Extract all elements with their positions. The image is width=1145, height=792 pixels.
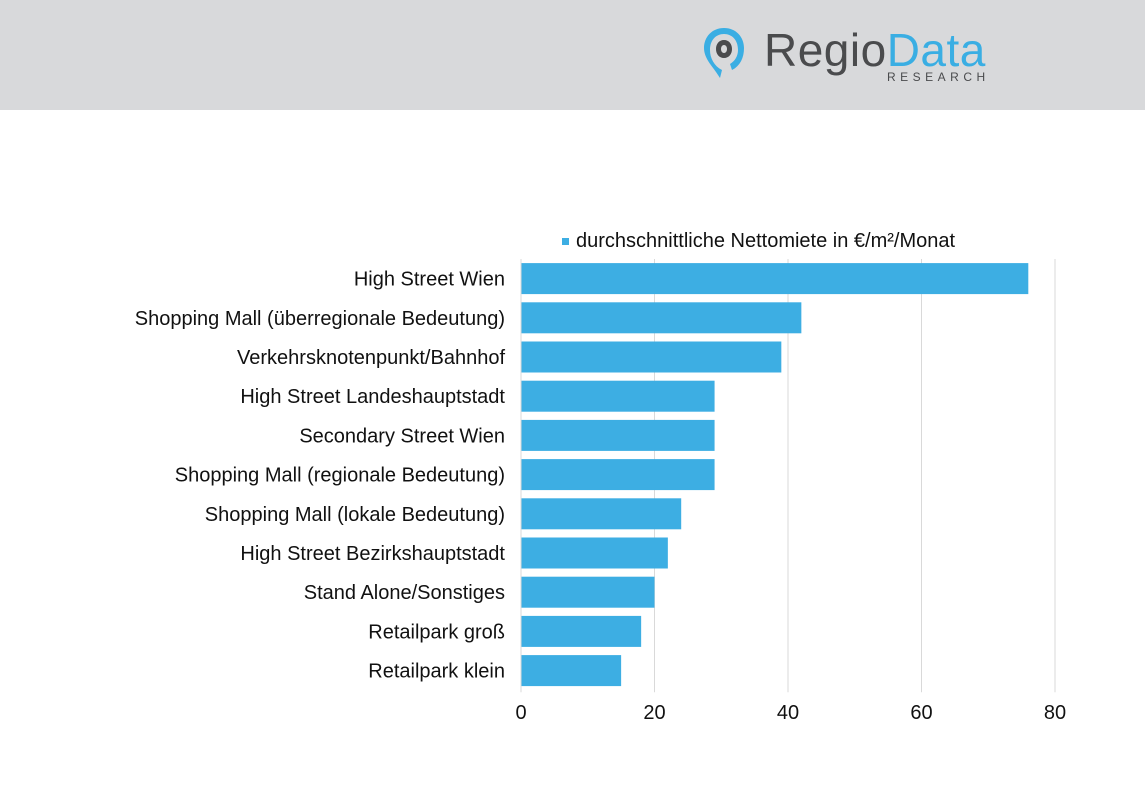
bar	[521, 459, 715, 491]
category-label: High Street Landeshauptstadt	[240, 386, 505, 408]
x-tick-label: 20	[643, 702, 665, 724]
category-label: Retailpark klein	[368, 661, 505, 683]
bar	[521, 380, 715, 412]
bar	[521, 263, 1029, 295]
category-label: Verkehrsknotenpunkt/Bahnhof	[237, 347, 505, 369]
category-label: Secondary Street Wien	[299, 425, 505, 447]
category-label: High Street Bezirkshauptstadt	[240, 543, 505, 565]
bar	[521, 419, 715, 451]
category-label: Retailpark groß	[368, 621, 505, 643]
map-pin-icon	[704, 28, 744, 78]
x-tick-label: 80	[1044, 702, 1066, 724]
bar	[521, 341, 782, 373]
legend-swatch	[562, 237, 569, 245]
bar	[521, 576, 655, 608]
bar	[521, 615, 642, 647]
brand-name-part2: Data	[886, 24, 986, 76]
chart-legend: durchschnittliche Nettomiete in €/m²/Mon…	[562, 229, 955, 253]
x-tick-label: 40	[777, 702, 799, 724]
x-tick-label: 60	[910, 702, 932, 724]
category-label: Shopping Mall (regionale Bedeutung)	[175, 465, 505, 487]
brand-subtitle: RESEARCH	[887, 70, 990, 84]
bar	[521, 537, 668, 569]
bar	[521, 302, 802, 334]
category-label: Stand Alone/Sonstiges	[304, 582, 505, 604]
category-label: Shopping Mall (überregionale Bedeutung)	[135, 308, 505, 330]
brand-name-part1: Regio	[764, 24, 887, 76]
x-tick-label: 0	[515, 702, 526, 724]
bar	[521, 498, 682, 530]
brand-name: RegioData	[764, 24, 986, 76]
category-label: High Street Wien	[354, 269, 505, 291]
bar	[521, 655, 622, 687]
category-label: Shopping Mall (lokale Bedeutung)	[205, 504, 505, 526]
legend-label: durchschnittliche Nettomiete in €/m²/Mon…	[576, 229, 956, 252]
header-banner: RegioData RESEARCH	[0, 0, 1145, 110]
regiodata-logo: RegioData RESEARCH	[702, 24, 1002, 88]
